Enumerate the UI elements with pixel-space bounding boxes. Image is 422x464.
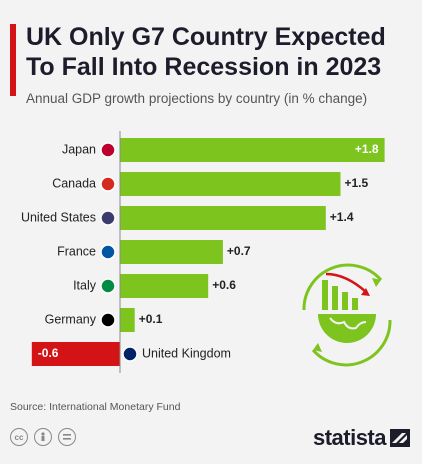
cc-icon[interactable]: cc [10,428,28,446]
bar-united-kingdom [31,342,120,366]
logo-text: statista [312,425,387,450]
license-icons: cc [10,428,76,446]
category-label: Canada [52,176,96,190]
bar-france [120,240,223,264]
bar-japan [120,138,385,162]
bar-canada [120,172,341,196]
category-label: Italy [73,278,97,292]
category-label: United Kingdom [142,346,231,360]
no-derivatives-icon[interactable] [58,428,76,446]
page-subtitle: Annual GDP growth projections by country… [26,91,368,106]
flag-united-kingdom-icon [122,346,138,362]
flag-canada-icon [100,176,116,192]
category-label: Germany [45,312,97,326]
flag-germany-icon [100,312,116,328]
value-label: +0.1 [139,312,163,326]
category-label: France [57,244,96,258]
recession-globe-icon [302,263,392,367]
statista-logo[interactable]: statista [313,425,410,451]
bar-italy [120,274,209,298]
page-title: UK Only G7 Country Expected To Fall Into… [26,23,386,81]
category-label: United States [21,210,96,224]
flag-japan-icon [100,142,116,158]
source-note: Source: International Monetary Fund [10,401,181,413]
attribution-icon[interactable] [34,428,52,446]
value-label: +1.4 [330,210,354,224]
bar-chart: Japan +1.8 Canada +1.5 United States +1.4 Fran… [21,131,385,373]
bar-germany [120,308,135,332]
value-label: +1.5 [345,176,369,190]
flag-united-states-icon [100,210,116,226]
flag-italy-icon [100,278,116,294]
value-label: -0.6 [38,346,59,360]
flag-france-icon [100,244,116,260]
category-label: Japan [62,142,96,156]
value-label: +0.6 [212,278,236,292]
value-label: +0.7 [227,244,251,258]
logo-mark-icon [390,429,410,447]
bar-united-states [120,206,326,230]
title-accent-bar [10,24,16,96]
value-label: +1.8 [355,142,379,156]
